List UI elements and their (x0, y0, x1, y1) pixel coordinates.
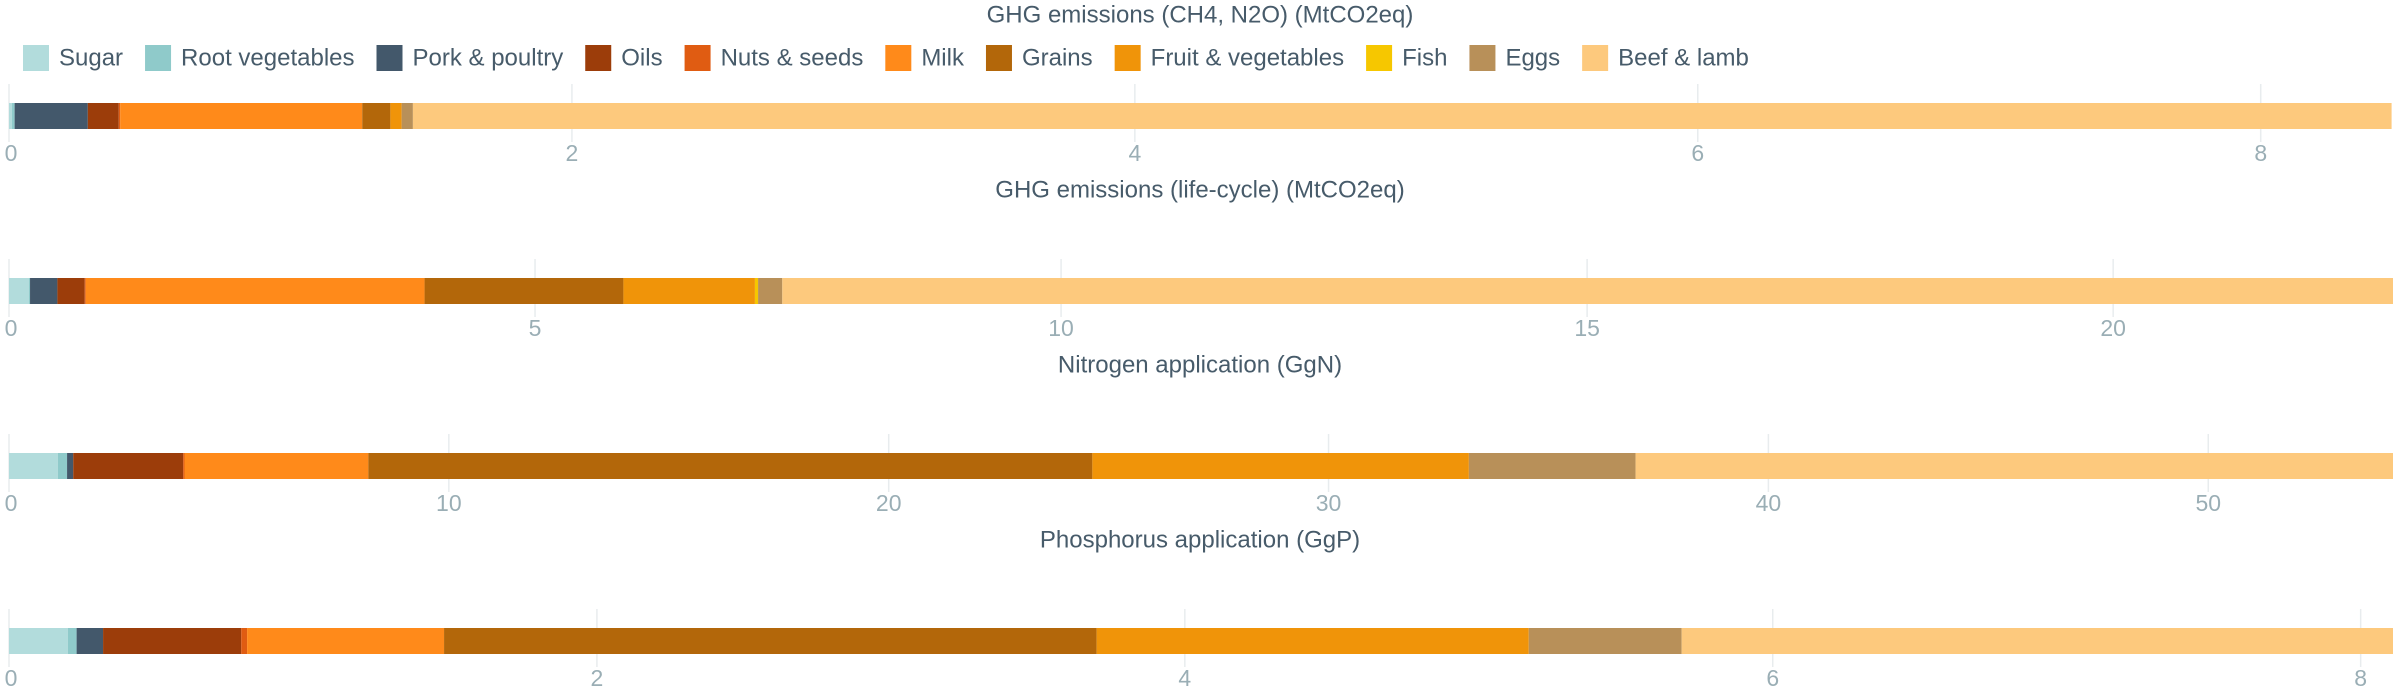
bar-segment (1528, 628, 1682, 654)
bar-segment (401, 103, 413, 129)
bar-segment (368, 453, 1093, 479)
bar-segment (412, 103, 2392, 129)
legend-swatch (145, 45, 172, 71)
legend-swatch (23, 45, 49, 71)
bar-segment (754, 278, 759, 304)
bar-segment (1681, 628, 2393, 654)
bar-segment (30, 278, 58, 304)
x-tick-label: 0 (5, 490, 18, 516)
bar-segment (67, 453, 74, 479)
bar-segment (1635, 453, 2393, 479)
bar-segment (247, 628, 445, 654)
bar-segment (73, 453, 184, 479)
bar-segment (84, 278, 86, 304)
bar-segment (57, 278, 85, 304)
legend-text: Oils (621, 44, 662, 71)
bar-segment (183, 453, 185, 479)
x-tick-label: 2 (566, 140, 579, 166)
x-tick-label: 40 (1756, 490, 1782, 516)
bar-segment (9, 278, 29, 304)
legend-swatch (885, 45, 912, 71)
bar-segment (184, 453, 369, 479)
bar-segment (103, 628, 242, 654)
bar-segment (9, 103, 12, 129)
bar-segment (120, 103, 363, 129)
bar-segment (85, 278, 425, 304)
legend-swatch (1366, 45, 1393, 71)
bar-segment (444, 628, 1097, 654)
bar-segment (11, 103, 15, 129)
bar-segment (118, 103, 121, 129)
x-tick-label: 0 (5, 315, 18, 341)
bar-segment (758, 278, 783, 304)
chart-title: GHG emissions (CH4, N2O) (MtCO2eq) (987, 1, 1414, 28)
x-tick-label: 0 (5, 665, 18, 691)
bar-segment (1096, 628, 1529, 654)
bar-segment (67, 628, 77, 654)
bar-segment (362, 103, 391, 129)
x-tick-label: 6 (1691, 140, 1704, 166)
chart-title: Phosphorus application (GgP) (1040, 526, 1360, 553)
x-tick-label: 0 (5, 140, 18, 166)
x-tick-label: 6 (1766, 665, 1779, 691)
x-tick-label: 10 (1048, 315, 1074, 341)
bar-segment (782, 278, 2394, 304)
legend-swatch (376, 45, 403, 71)
legend-text: Milk (921, 44, 965, 71)
legend-swatch (585, 45, 612, 71)
x-tick-label: 4 (1128, 140, 1141, 166)
x-tick-label: 8 (2254, 140, 2267, 166)
bar-segment (1468, 453, 1636, 479)
x-tick-label: 5 (529, 315, 542, 341)
bar-segment (1092, 453, 1469, 479)
x-tick-label: 8 (2354, 665, 2367, 691)
bar-segment (57, 453, 68, 479)
x-tick-label: 20 (876, 490, 902, 516)
legend-swatch (684, 45, 711, 71)
x-tick-label: 50 (2195, 490, 2221, 516)
legend-swatch (1469, 45, 1496, 71)
legend-swatch (1114, 45, 1141, 71)
legend-text: Eggs (1505, 44, 1560, 71)
bar-segment (9, 453, 58, 479)
legend-text: Fish (1402, 44, 1447, 71)
legend-text: Sugar (59, 44, 123, 71)
chart-title: Nitrogen application (GgN) (1058, 351, 1342, 378)
legend-swatch (1582, 45, 1609, 71)
bar-segment (241, 628, 248, 654)
x-tick-label: 30 (1316, 490, 1342, 516)
bar-segment (87, 103, 119, 129)
x-tick-label: 10 (436, 490, 462, 516)
bar-segment (9, 628, 68, 654)
chart-title: GHG emissions (life-cycle) (MtCO2eq) (995, 176, 1404, 203)
x-tick-label: 15 (1574, 315, 1600, 341)
bar-segment (623, 278, 755, 304)
bar-segment (28, 278, 31, 304)
legend-text: Grains (1022, 44, 1093, 71)
legend-text: Beef & lamb (1618, 44, 1749, 71)
bar-segment (14, 103, 88, 129)
legend-text: Root vegetables (181, 44, 354, 71)
legend-swatch (985, 45, 1012, 71)
bar-segment (424, 278, 624, 304)
bar-segment (390, 103, 402, 129)
legend-text: Pork & poultry (413, 44, 564, 71)
bar-segment (76, 628, 104, 654)
x-tick-label: 2 (591, 665, 604, 691)
x-tick-label: 20 (2100, 315, 2126, 341)
legend-text: Nuts & seeds (721, 44, 864, 71)
legend-text: Fruit & vegetables (1151, 44, 1344, 71)
x-tick-label: 4 (1178, 665, 1191, 691)
